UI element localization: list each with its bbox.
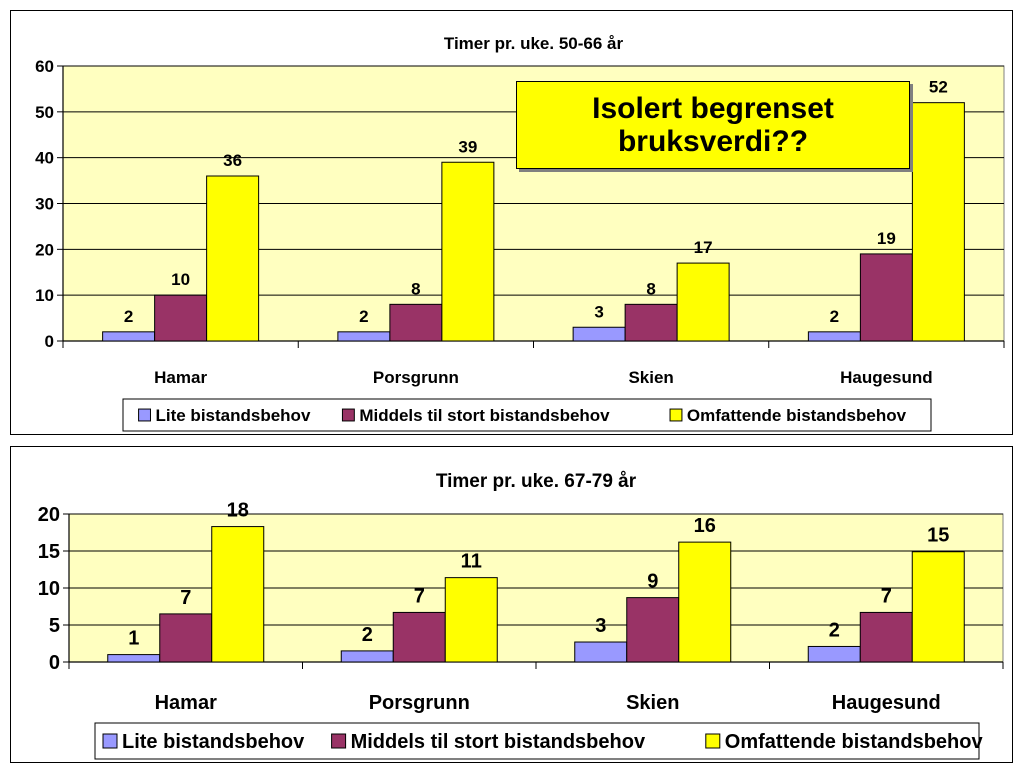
bar	[102, 331, 156, 342]
bar	[392, 611, 446, 663]
legend-swatch	[705, 733, 721, 749]
y-tick-label: 20	[35, 240, 54, 259]
data-label: 3	[594, 302, 603, 321]
y-tick-label: 5	[49, 615, 60, 637]
data-label: 8	[411, 279, 420, 298]
bar	[807, 331, 861, 342]
legend-entry: Middels til stort bistandsbehov	[351, 731, 646, 753]
legend-swatch	[102, 733, 118, 749]
data-label: 52	[929, 78, 948, 97]
bar	[859, 253, 913, 342]
chart-title: Timer pr. uke. 50-66 år	[444, 34, 624, 53]
data-label: 18	[227, 500, 249, 522]
data-label: 11	[461, 551, 482, 573]
data-label: 19	[877, 229, 896, 248]
bar-chart-50-66: Timer pr. uke. 50-66 år 0 10 20 30 40 50 60 Hama…	[35, 34, 1005, 432]
data-label: 36	[223, 151, 242, 170]
bar	[678, 541, 732, 663]
data-label: 10	[171, 270, 190, 289]
data-label: 15	[927, 525, 949, 547]
data-label: 7	[180, 587, 191, 609]
chart-panel-67-79: Timer pr. uke. 67-79 år 0 5 10 15 20 Hamar 1 7 18…	[10, 446, 1013, 763]
bar	[859, 611, 913, 663]
legend-swatch	[341, 408, 355, 422]
bar	[676, 262, 730, 342]
legend-entry: Lite bistandsbehov	[122, 731, 305, 753]
y-tick-label: 0	[45, 332, 54, 351]
bar	[626, 597, 680, 663]
data-label: 9	[647, 571, 658, 593]
y-tick-label: 10	[35, 286, 54, 305]
category-label: Skien	[626, 692, 679, 714]
data-label: 39	[458, 137, 477, 156]
bar	[159, 613, 213, 663]
bar	[107, 654, 161, 663]
bar	[340, 650, 394, 663]
bar	[441, 161, 495, 342]
data-label: 2	[359, 307, 368, 326]
data-label: 7	[881, 585, 892, 607]
legend-entry: Middels til stort bistandsbehov	[359, 406, 610, 425]
bar	[211, 526, 265, 663]
chart-title: Timer pr. uke. 67-79 år	[436, 471, 637, 492]
y-tick-label: 10	[38, 578, 60, 600]
legend-entry: Omfattende bistandsbehov	[725, 731, 984, 753]
chart-panel-50-66: Timer pr. uke. 50-66 år 0 10 20 30 40 50 60 Hama…	[10, 10, 1013, 435]
category-label: Hamar	[154, 368, 207, 387]
bar	[572, 326, 626, 342]
y-tick-label: 50	[35, 103, 54, 122]
category-label: Hamar	[155, 692, 217, 714]
legend-swatch	[138, 408, 151, 422]
y-tick-label: 30	[35, 194, 54, 213]
legend-swatch	[331, 733, 347, 749]
data-label: 1	[128, 628, 139, 650]
category-label: Porsgrunn	[373, 368, 459, 387]
y-tick-label: 60	[35, 57, 54, 76]
data-label: 8	[646, 279, 655, 298]
bar	[624, 303, 678, 342]
callout-box: Isolert begrenset bruksverdi??	[516, 81, 910, 169]
data-label: 16	[694, 515, 716, 537]
legend-swatch	[669, 408, 683, 422]
data-label: 2	[124, 307, 133, 326]
category-label: Porsgrunn	[369, 692, 470, 714]
bar	[444, 577, 498, 663]
category-label: Haugesund	[832, 692, 941, 714]
category-label: Skien	[628, 368, 673, 387]
y-tick-label: 40	[35, 149, 54, 168]
bar	[911, 551, 965, 663]
y-tick-label: 0	[49, 652, 60, 674]
data-label: 2	[362, 624, 373, 646]
legend-entry: Lite bistandsbehov	[155, 406, 310, 425]
bar	[337, 331, 391, 342]
y-tick-label: 15	[38, 541, 60, 563]
bar	[389, 303, 443, 342]
legend-entry: Omfattende bistandsbehov	[687, 406, 907, 425]
bar	[807, 645, 861, 663]
y-tick-label: 20	[38, 504, 60, 526]
bar	[206, 175, 260, 342]
legend	[94, 722, 980, 760]
bar	[574, 641, 628, 663]
bar	[911, 102, 965, 342]
data-label: 2	[829, 619, 840, 641]
bar-chart-67-79: Timer pr. uke. 67-79 år 0 5 10 15 20 Hamar 1 7 18…	[38, 471, 1004, 760]
data-label: 3	[595, 615, 606, 637]
category-label: Haugesund	[840, 368, 933, 387]
bar	[154, 294, 208, 342]
data-label: 17	[694, 238, 713, 257]
legend	[122, 398, 932, 432]
data-label: 7	[414, 585, 425, 607]
data-label: 2	[830, 307, 839, 326]
